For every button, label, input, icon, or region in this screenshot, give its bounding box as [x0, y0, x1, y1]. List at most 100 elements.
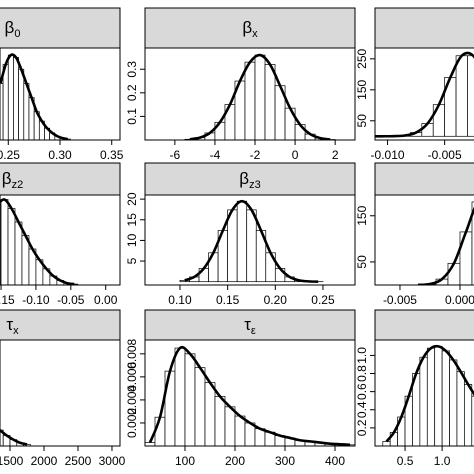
x-tick-label: 0.35 — [100, 148, 124, 162]
y-tick-label: 0.008 — [125, 338, 139, 368]
x-tick-label: 400 — [325, 454, 345, 468]
x-tick-label: 0.15 — [216, 293, 240, 307]
panel: βz3 0.10 0.15 0.20 0.25 5 10 15 20 — [125, 162, 356, 307]
x-tick-label: 2500 — [65, 454, 92, 468]
x-tick-label: 200 — [225, 454, 245, 468]
x-tick-label: 0.10 — [168, 293, 192, 307]
x-tick-label: 1.0 — [434, 454, 451, 468]
density-curve — [0, 198, 75, 285]
density-curve — [375, 51, 474, 138]
y-tick-label: 0.8 — [355, 365, 369, 382]
bar — [7, 54, 14, 140]
title-subscript: 0 — [14, 28, 20, 40]
panel: βx -6 -4 -2 0 2 0.1 0.2 0.3 — [125, 7, 356, 162]
panel: τx 1500 2000 2500 3000 — [0, 309, 126, 468]
title-subscript: ε — [251, 325, 256, 337]
panel-title: β0 — [5, 18, 21, 39]
x-tick-label: -0.15 — [0, 293, 15, 307]
bar — [7, 208, 16, 285]
bar — [246, 209, 257, 283]
bar — [14, 221, 23, 285]
title-subscript: z3 — [249, 179, 261, 191]
panel: 0.5 1.00.20.40.60.81.0 — [355, 309, 474, 468]
bar — [471, 395, 474, 446]
bar — [254, 54, 266, 140]
bar — [464, 384, 473, 446]
bar — [419, 356, 428, 446]
y-tick-label: 0.002 — [125, 408, 139, 438]
panel-header — [374, 7, 474, 49]
panel-header — [144, 7, 356, 49]
panel: -0.010 -0.005 50 150 250 — [355, 7, 474, 162]
title-symbol: β — [242, 18, 252, 37]
plot-area — [0, 198, 79, 285]
bar — [456, 371, 465, 446]
panel-title: βz3 — [239, 169, 260, 190]
plot-area — [0, 53, 71, 140]
y-tick-label: 5 — [125, 257, 139, 264]
bar — [194, 367, 206, 446]
y-tick-label: 50 — [355, 114, 369, 128]
bar — [184, 353, 196, 446]
y-tick-label: 150 — [355, 79, 369, 99]
y-tick-label: 0.3 — [125, 61, 139, 78]
plot-area — [411, 201, 474, 285]
plot-area — [184, 53, 336, 140]
density-curve — [0, 53, 68, 140]
x-tick-label: 0 — [292, 148, 299, 162]
x-tick-label: 3000 — [99, 454, 126, 468]
title-symbol: τ — [6, 315, 13, 334]
y-tick-label: 0.4 — [355, 401, 369, 418]
panel-header — [0, 7, 121, 49]
bar — [432, 104, 445, 137]
x-tick-label: 0.5 — [397, 454, 414, 468]
x-tick-label: -0.005 — [428, 148, 462, 162]
y-tick-label: 10 — [125, 233, 139, 247]
y-tick-label: 250 — [355, 49, 369, 69]
bar — [434, 345, 443, 446]
x-tick-label: 0.20 — [264, 293, 288, 307]
x-tick-label: 0.00 — [94, 293, 118, 307]
bar — [234, 415, 246, 446]
bar — [18, 68, 25, 140]
bar — [441, 350, 450, 446]
density-curve — [184, 199, 319, 283]
bar — [214, 396, 226, 446]
plot-frame — [374, 194, 474, 286]
y-tick-label: 0.006 — [125, 362, 139, 392]
bar — [264, 64, 276, 140]
title-symbol: τ — [244, 315, 251, 334]
x-tick-label: -0.05 — [57, 293, 85, 307]
bar — [224, 406, 236, 446]
plot-area — [0, 429, 31, 446]
title-symbol: β — [5, 18, 15, 37]
density-curve — [0, 429, 28, 446]
x-tick-label: -0.010 — [371, 148, 405, 162]
title-subscript: x — [252, 28, 258, 40]
density-curve — [148, 345, 351, 446]
plot-frame — [374, 339, 474, 447]
y-tick-label: 0.004 — [125, 385, 139, 415]
y-tick-label: 15 — [125, 213, 139, 227]
panel-header — [374, 309, 474, 341]
y-tick-label: 0.1 — [125, 108, 139, 125]
x-tick-label: 2000 — [31, 454, 58, 468]
y-tick-label: 20 — [125, 192, 139, 206]
panel-title: τε — [244, 315, 256, 336]
x-tick-label: 0.000 — [445, 293, 474, 307]
panel-header — [144, 162, 356, 196]
y-tick-label: 0.2 — [125, 84, 139, 101]
x-tick-label: -2 — [250, 148, 261, 162]
bar — [227, 209, 238, 283]
bar — [236, 200, 248, 283]
panel: β0 0.25 0.30 0.35 — [0, 7, 124, 162]
panel-header — [144, 309, 356, 341]
x-tick-label: 0.30 — [48, 148, 72, 162]
bar — [0, 199, 9, 285]
y-tick-label: 50 — [355, 255, 369, 269]
plot-area — [382, 344, 474, 446]
bar — [455, 55, 468, 137]
panel-title: τx — [6, 315, 19, 336]
